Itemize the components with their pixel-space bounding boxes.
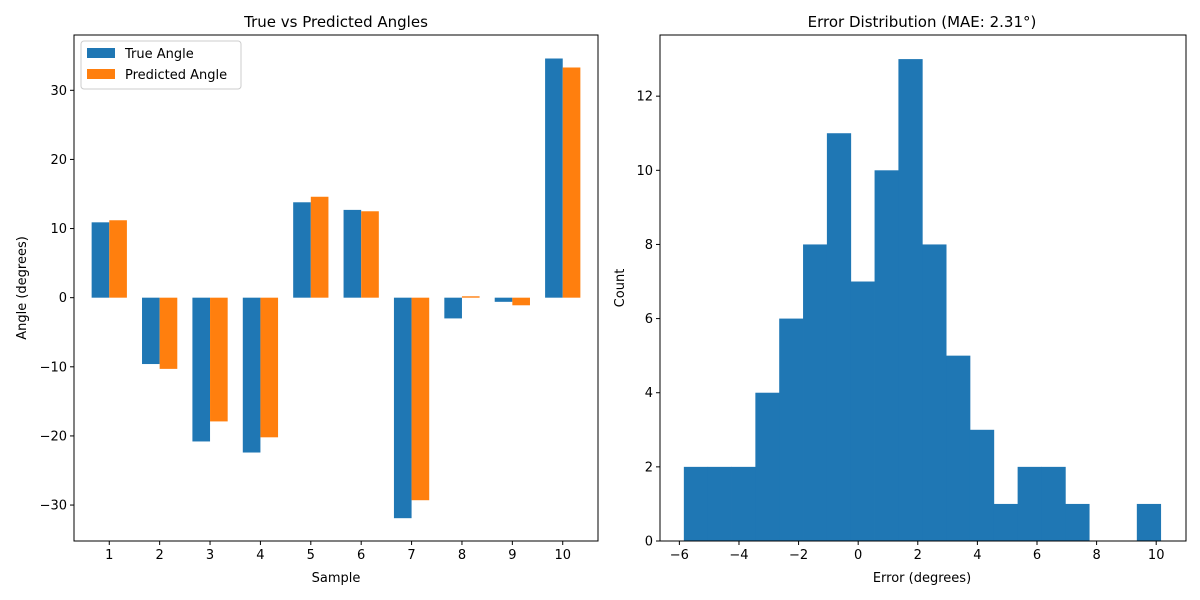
histogram-bars <box>683 59 1162 542</box>
histogram-bar <box>969 429 995 541</box>
bar-predicted-sample-3 <box>210 297 228 422</box>
x-tick-label: 8 <box>458 548 466 563</box>
bars-group <box>91 58 581 519</box>
x-tick-label: 5 <box>307 548 315 563</box>
histogram-bar <box>803 244 828 541</box>
histogram-bar <box>946 355 971 541</box>
y-tick-label: −20 <box>40 429 67 444</box>
y-axis-label: Angle (degrees) <box>15 236 30 340</box>
x-tick-label: 3 <box>206 548 214 563</box>
legend-label-true-angle: True Angle <box>124 47 194 62</box>
y-axis-label: Count <box>613 269 628 308</box>
x-tick-label: 10 <box>554 548 571 563</box>
bar-true-sample-1 <box>91 222 110 298</box>
histogram-bar <box>826 133 852 541</box>
histogram-bar <box>874 170 899 542</box>
bar-true-sample-10 <box>545 58 563 298</box>
x-tick-label: 0 <box>854 548 862 563</box>
bar-true-sample-5 <box>293 202 311 298</box>
histogram-bar <box>683 466 709 541</box>
legend-box <box>80 40 242 90</box>
legend-swatch-predicted-angle <box>87 69 115 79</box>
bar-true-sample-9 <box>494 297 513 302</box>
true-vs-predicted-chart: True vs Predicted Angles 1 2 3 4 5 6 7 8 9 10 −30 −… <box>15 13 599 586</box>
bar-predicted-sample-2 <box>159 297 178 369</box>
x-tick-label: −4 <box>729 548 748 563</box>
y-tick-label: 2 <box>645 460 653 475</box>
plot-frame <box>659 34 1187 542</box>
histogram-bar <box>755 392 780 541</box>
histogram-bar <box>922 244 947 541</box>
bar-true-sample-6 <box>343 209 362 298</box>
bar-true-sample-3 <box>192 297 211 442</box>
histogram-bar <box>1136 503 1162 541</box>
y-tick-label: −30 <box>40 499 67 514</box>
y-tick-label: 0 <box>59 291 67 306</box>
histogram-bar <box>707 466 732 541</box>
legend-label-predicted-angle: Predicted Angle <box>125 68 227 83</box>
x-tick-label: 9 <box>508 548 516 563</box>
histogram-bar <box>731 466 756 541</box>
bar-true-sample-4 <box>242 297 261 453</box>
bar-predicted-sample-10 <box>562 67 581 298</box>
y-tick-label: 4 <box>645 386 653 401</box>
histogram-bar <box>1041 466 1066 541</box>
histogram-bar <box>1017 466 1042 541</box>
bar-predicted-sample-6 <box>361 211 379 298</box>
bar-true-sample-2 <box>142 297 160 365</box>
chart-title: True vs Predicted Angles <box>243 13 428 31</box>
histogram-bar <box>1065 503 1090 541</box>
x-tick-label: 2 <box>914 548 922 563</box>
bar-predicted-sample-5 <box>310 196 329 298</box>
chart-title: Error Distribution (MAE: 2.31°) <box>808 13 1037 31</box>
bar-predicted-sample-1 <box>109 220 127 298</box>
bar-predicted-sample-4 <box>260 297 279 438</box>
plot-frame <box>73 34 599 542</box>
y-tick-label: 8 <box>645 238 653 253</box>
y-tick-label: −10 <box>40 360 67 375</box>
bar-true-sample-7 <box>393 297 412 519</box>
legend: True Angle Predicted Angle <box>80 40 242 90</box>
error-distribution-chart: Error Distribution (MAE: 2.31°) −6 −4 −2 0 2… <box>613 13 1187 586</box>
bar-predicted-sample-9 <box>512 297 530 306</box>
x-tick-label: 10 <box>1148 548 1165 563</box>
x-axis-label: Sample <box>312 571 361 586</box>
y-tick-label: 12 <box>636 90 653 105</box>
x-tick-label: 6 <box>357 548 365 563</box>
x-tick-label: −6 <box>670 548 689 563</box>
histogram-bar <box>850 281 875 541</box>
histogram-bar <box>898 59 923 541</box>
x-tick-label: 1 <box>105 548 113 563</box>
axis-ticks: −6 −4 −2 0 2 4 6 8 10 0 2 4 6 8 10 12 <box>636 90 1164 563</box>
axis-ticks: 1 2 3 4 5 6 7 8 9 10 −30 −20 −10 0 10 20 30 <box>40 84 571 563</box>
histogram-bar <box>779 318 804 541</box>
x-tick-label: −2 <box>789 548 808 563</box>
y-tick-label: 10 <box>636 164 653 179</box>
x-tick-label: 4 <box>973 548 981 563</box>
x-tick-label: 6 <box>1033 548 1041 563</box>
bar-predicted-sample-7 <box>411 297 430 501</box>
y-tick-label: 20 <box>50 153 67 168</box>
x-tick-label: 4 <box>256 548 264 563</box>
x-tick-label: 2 <box>156 548 164 563</box>
x-tick-label: 7 <box>407 548 415 563</box>
y-tick-label: 30 <box>50 84 67 99</box>
bar-predicted-sample-8 <box>461 296 480 298</box>
x-tick-label: 8 <box>1092 548 1100 563</box>
y-tick-label: 10 <box>50 222 67 237</box>
legend-swatch-true-angle <box>87 48 115 58</box>
histogram-bar <box>993 503 1019 541</box>
y-tick-label: 6 <box>645 312 653 327</box>
x-axis-label: Error (degrees) <box>873 571 971 586</box>
y-tick-label: 0 <box>645 535 653 550</box>
bar-true-sample-8 <box>444 297 462 319</box>
